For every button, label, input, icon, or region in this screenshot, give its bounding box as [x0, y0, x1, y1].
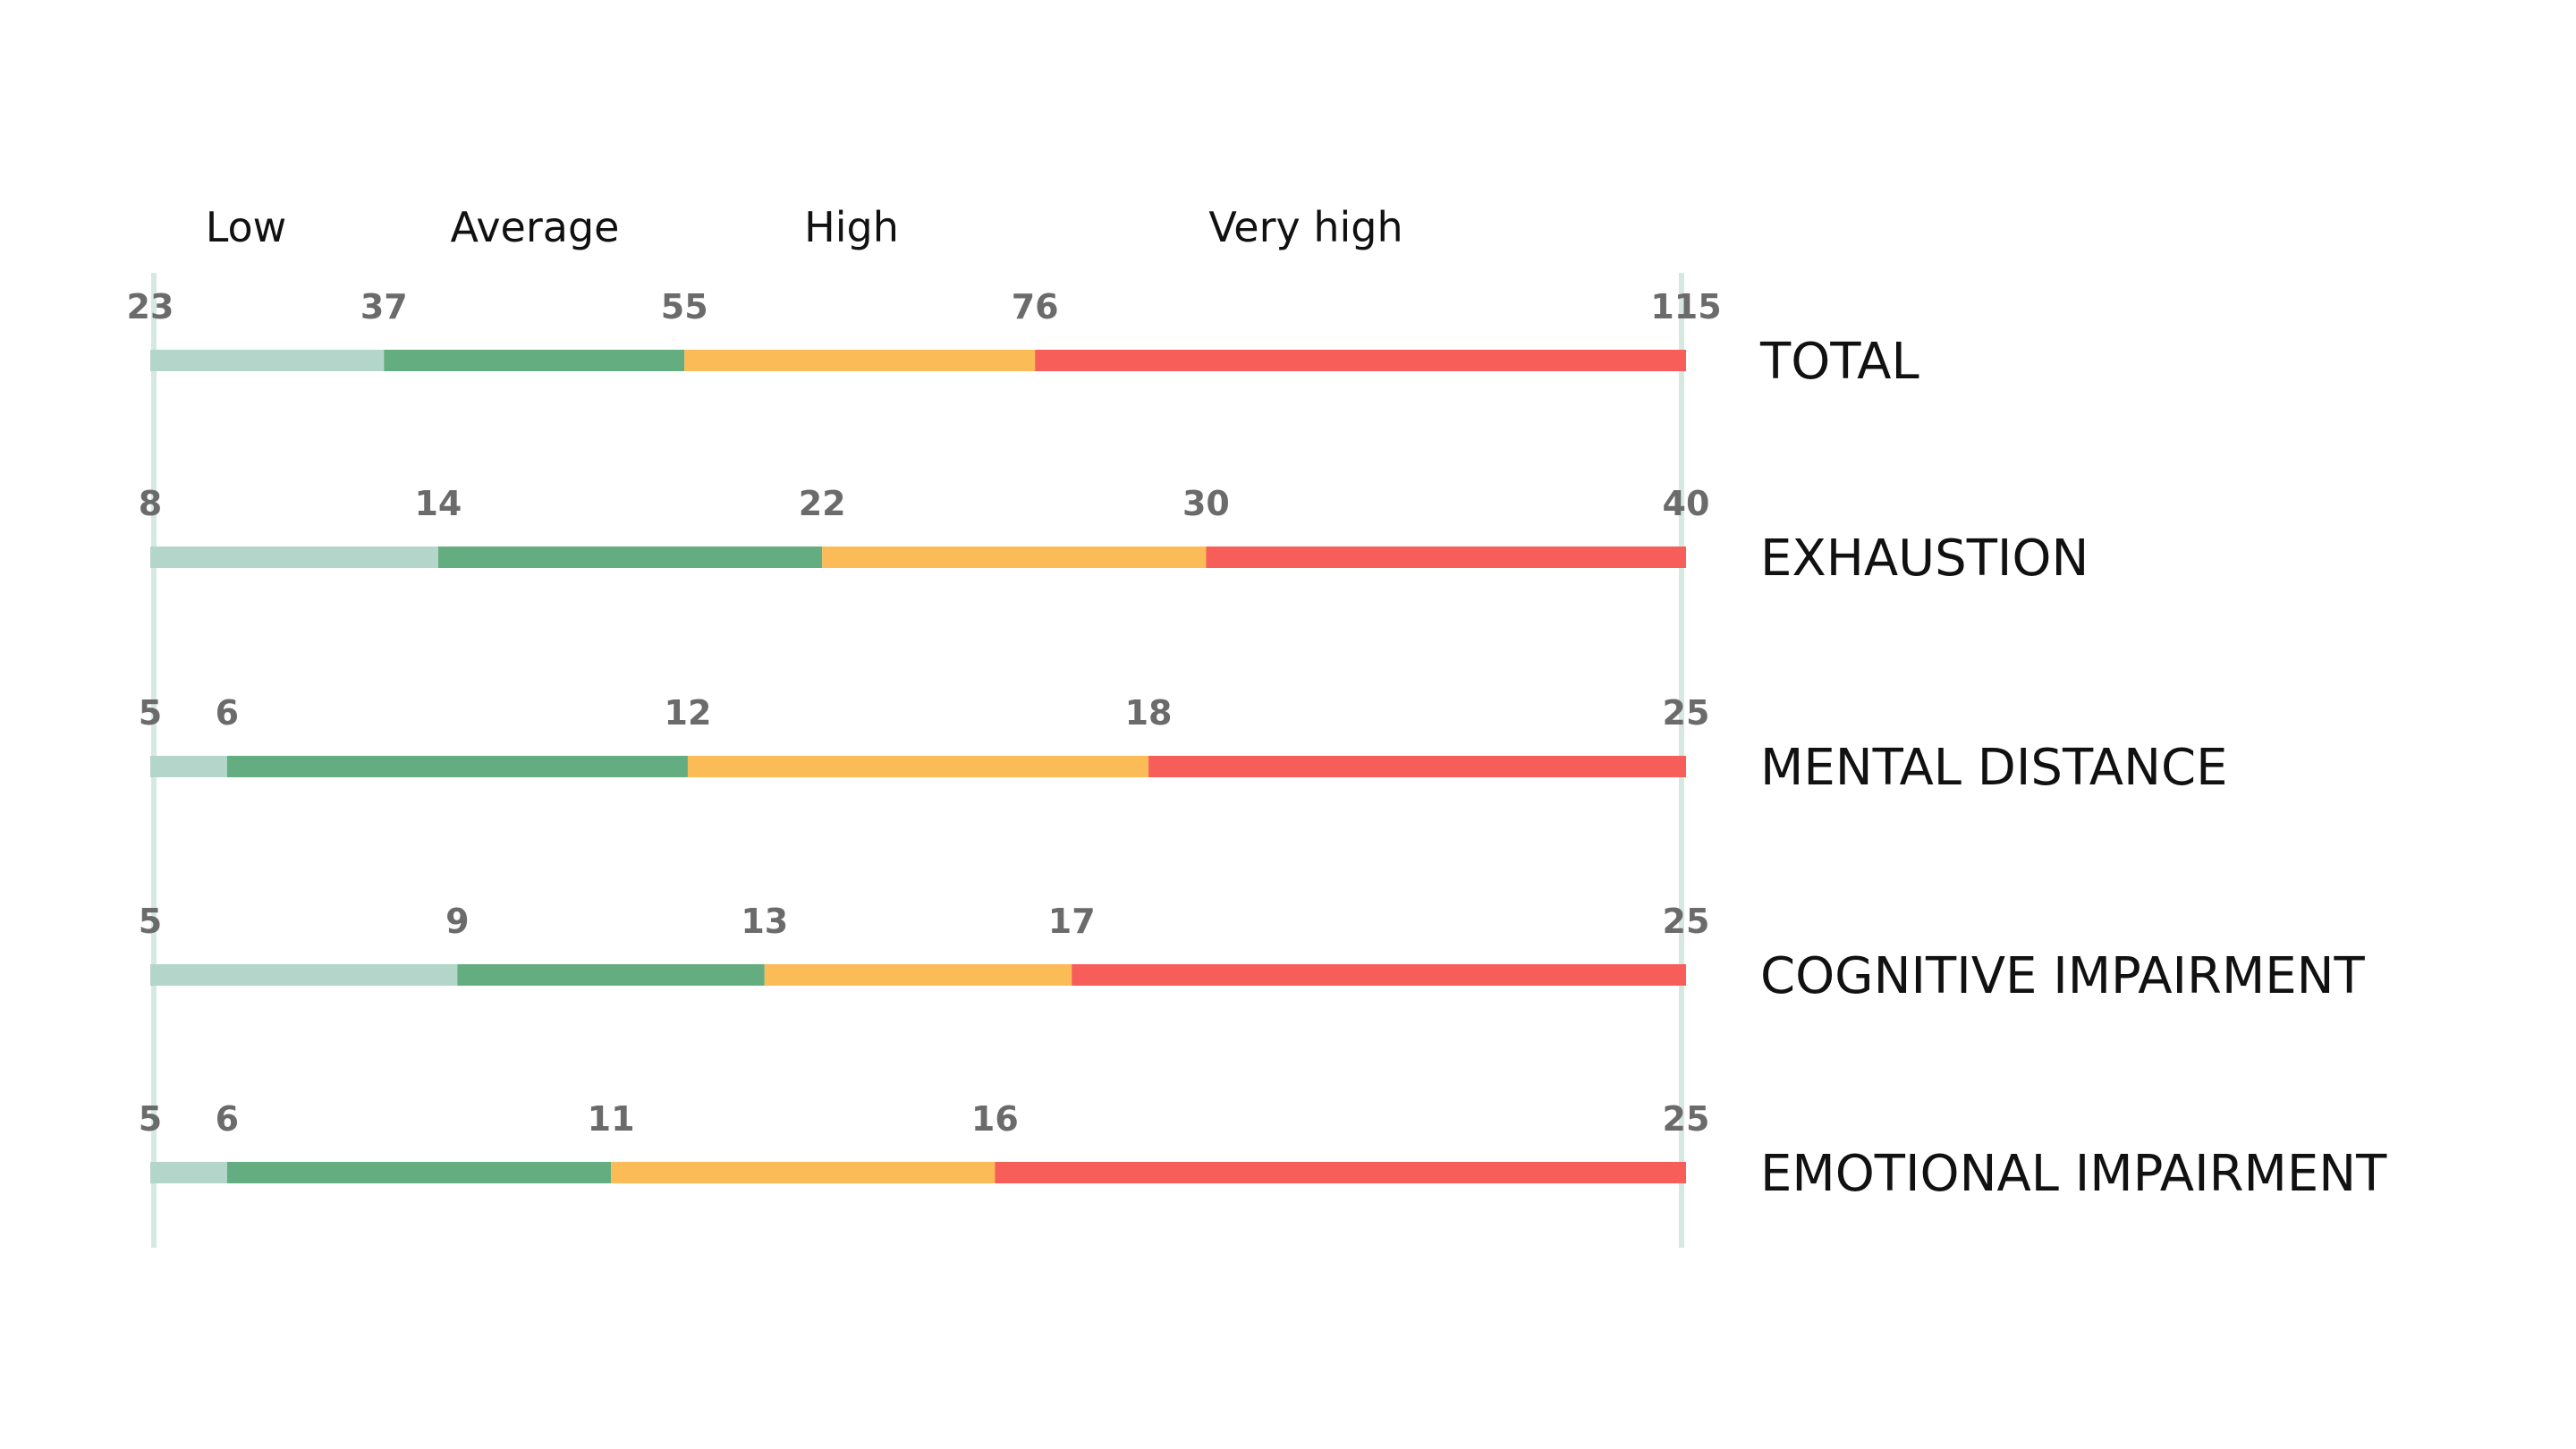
tick-label-cognitive-impairment: 17 — [1048, 902, 1096, 941]
tick-label-cognitive-impairment: 9 — [445, 902, 469, 941]
row-label-mental-distance: MENTAL DISTANCE — [1760, 739, 2227, 797]
tick-label-exhaustion: 8 — [139, 484, 162, 523]
segment-total-low — [150, 350, 385, 371]
scale-row-mental-distance: 5 6 12 18 25 MENTAL DISTANCE — [139, 693, 2228, 797]
segment-mental-distance-very-high — [1148, 756, 1686, 777]
segment-mental-distance-low — [150, 756, 227, 777]
tick-label-exhaustion: 14 — [414, 484, 462, 523]
tick-label-mental-distance: 12 — [665, 693, 712, 733]
segment-exhaustion-average — [437, 547, 823, 568]
segment-mental-distance-high — [687, 756, 1149, 777]
tick-label-total: 76 — [1012, 287, 1059, 326]
segment-cognitive-impairment-very-high — [1072, 964, 1686, 986]
tick-label-emotional-impairment: 16 — [971, 1099, 1019, 1139]
tick-label-mental-distance: 25 — [1663, 693, 1710, 733]
tick-label-total: 115 — [1650, 287, 1721, 326]
row-label-cognitive-impairment: COGNITIVE IMPAIRMENT — [1760, 947, 2366, 1005]
scale-row-emotional-impairment: 5 6 11 16 25 EMOTIONAL IMPAIRMENT — [139, 1099, 2387, 1203]
segment-cognitive-impairment-average — [457, 964, 765, 986]
row-label-total: TOTAL — [1759, 333, 1919, 391]
row-label-emotional-impairment: EMOTIONAL IMPAIRMENT — [1760, 1145, 2387, 1203]
tick-label-mental-distance: 18 — [1125, 693, 1173, 733]
tick-label-total: 37 — [360, 287, 408, 326]
tick-label-exhaustion: 40 — [1663, 484, 1710, 523]
tick-label-cognitive-impairment: 5 — [139, 902, 162, 941]
segment-mental-distance-average — [226, 756, 688, 777]
segment-cognitive-impairment-low — [150, 964, 458, 986]
tick-label-emotional-impairment: 5 — [139, 1099, 162, 1139]
segment-cognitive-impairment-high — [764, 964, 1072, 986]
category-label-average: Average — [451, 203, 620, 251]
category-label-low: Low — [206, 203, 287, 251]
tick-label-emotional-impairment: 6 — [216, 1099, 239, 1139]
tick-label-mental-distance: 6 — [216, 693, 239, 733]
segment-emotional-impairment-average — [226, 1162, 612, 1183]
tick-label-exhaustion: 30 — [1182, 484, 1230, 523]
tick-label-total: 55 — [661, 287, 708, 326]
segment-exhaustion-very-high — [1206, 547, 1686, 568]
tick-label-cognitive-impairment: 25 — [1663, 902, 1710, 941]
segment-emotional-impairment-low — [150, 1162, 227, 1183]
scale-row-cognitive-impairment: 5 9 13 17 25 COGNITIVE IMPAIRMENT — [139, 902, 2366, 1005]
segment-total-average — [384, 350, 685, 371]
row-label-exhaustion: EXHAUSTION — [1760, 530, 2089, 588]
segment-emotional-impairment-very-high — [995, 1162, 1686, 1183]
tick-label-cognitive-impairment: 13 — [741, 902, 788, 941]
tick-label-emotional-impairment: 25 — [1663, 1099, 1710, 1139]
category-label-very-high: Very high — [1208, 203, 1402, 251]
segment-exhaustion-low — [150, 547, 438, 568]
scale-row-exhaustion: 8 14 22 30 40 EXHAUSTION — [139, 484, 2089, 588]
segment-exhaustion-high — [822, 547, 1207, 568]
segment-total-very-high — [1035, 350, 1686, 371]
tick-label-exhaustion: 22 — [799, 484, 846, 523]
tick-label-total: 23 — [127, 287, 174, 326]
tick-label-mental-distance: 5 — [139, 693, 162, 733]
category-labels: Low Average High Very high — [206, 203, 1403, 251]
scale-row-total: 23 37 55 76 115 TOTAL — [127, 287, 1919, 391]
segment-emotional-impairment-high — [611, 1162, 996, 1183]
segment-total-high — [684, 350, 1036, 371]
category-label-high: High — [804, 203, 899, 251]
tick-label-emotional-impairment: 11 — [588, 1099, 635, 1139]
